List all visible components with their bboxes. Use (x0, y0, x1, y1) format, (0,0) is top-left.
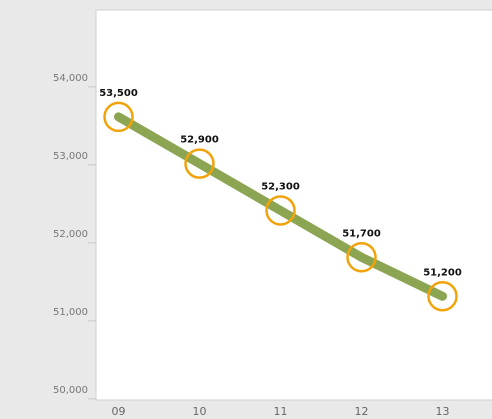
marker (184, 148, 215, 179)
line (114, 112, 447, 301)
value-label: 51,700 (342, 228, 381, 239)
y-tick-label: 52,000 (53, 229, 88, 240)
x-tick-label: 12 (355, 405, 369, 418)
value-label: 53,500 (99, 88, 138, 99)
y-tick-label: 50,000 (53, 385, 88, 396)
marker (103, 101, 134, 133)
y-tick-label: 51,000 (53, 307, 88, 318)
marker (427, 281, 458, 312)
value-label: 52,900 (180, 135, 219, 146)
value-label: 52,300 (261, 181, 300, 192)
y-tick-label: 54,000 (53, 73, 88, 84)
value-label: 51,200 (423, 267, 462, 278)
x-tick-label: 09 (112, 405, 126, 418)
x-tick-label: 10 (193, 405, 207, 418)
y-tick-label: 53,000 (53, 151, 88, 162)
marker (265, 195, 296, 226)
x-tick-label: 13 (436, 405, 450, 418)
x-tick-label: 11 (274, 405, 288, 418)
marker (346, 242, 377, 273)
